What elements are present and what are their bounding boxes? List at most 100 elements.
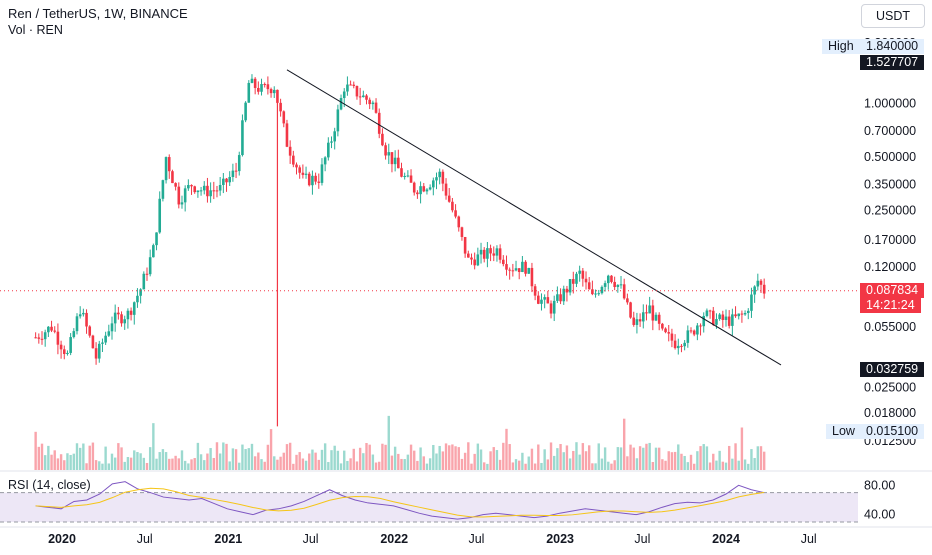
volume-bar — [651, 461, 655, 470]
candle-body — [568, 279, 572, 293]
volume-bar — [384, 444, 387, 470]
candle-body — [174, 183, 177, 187]
time-tick-label: 2022 — [380, 532, 408, 546]
volume-bar — [273, 456, 276, 470]
candle-body — [85, 312, 88, 327]
volume-bar — [295, 454, 298, 470]
volume-bar — [101, 463, 104, 470]
volume-bar — [148, 447, 152, 470]
candle-body — [638, 319, 642, 322]
currency-button[interactable]: USDT — [861, 4, 925, 28]
volume-bar — [505, 428, 508, 470]
volume-bar — [177, 458, 181, 470]
candle-body — [654, 314, 658, 321]
volume-bar — [193, 458, 196, 470]
candle-body — [206, 185, 209, 197]
volume-bar — [56, 458, 60, 470]
price-tick-label: 0.170000 — [864, 233, 916, 247]
time-tick-label: 2023 — [546, 532, 574, 546]
candle-body — [613, 281, 616, 288]
rsi-legend: RSI (14, close) — [8, 478, 91, 492]
candle-body — [62, 349, 66, 355]
volume-bar — [626, 456, 629, 470]
volume-bar — [263, 461, 266, 470]
candle-body — [705, 310, 709, 316]
candle-body — [444, 183, 448, 196]
volume-bar — [473, 453, 476, 470]
volume-bar — [734, 443, 737, 470]
volume-bar — [136, 452, 139, 470]
candle-body — [406, 175, 410, 177]
volume-bar — [250, 443, 254, 470]
candle-body — [457, 216, 461, 228]
volume-bar — [339, 463, 343, 470]
price-tick-label: 0.055000 — [864, 320, 916, 334]
volume-bar — [747, 463, 750, 470]
volume-bar — [362, 453, 365, 470]
candle-body — [327, 142, 330, 158]
volume-bar — [578, 454, 581, 470]
volume-bar — [123, 461, 126, 470]
volume-bar — [702, 444, 705, 470]
candle-body — [123, 319, 127, 324]
volume-bar — [171, 458, 174, 470]
volume-bar — [238, 462, 241, 470]
candle-body — [377, 112, 381, 134]
countdown-tag: 14:21:24 — [860, 298, 921, 313]
volume-bar — [269, 429, 273, 470]
volume-bar — [553, 455, 556, 470]
candle-body — [447, 195, 451, 202]
volume-bar — [441, 451, 445, 470]
candle-body — [584, 278, 588, 283]
volume-legend: Vol · REN — [8, 23, 63, 37]
candle-body — [250, 78, 254, 83]
volume-bar — [40, 443, 44, 470]
volume-bar — [559, 444, 562, 470]
volume-bar — [218, 453, 222, 470]
candle-body — [304, 173, 308, 175]
volume-bar — [629, 444, 632, 470]
volume-bar — [276, 459, 279, 470]
volume-bar — [133, 450, 136, 470]
candle-body — [136, 295, 139, 303]
volume-bar — [432, 444, 435, 470]
volume-bar — [63, 460, 66, 470]
volume-bar — [533, 463, 537, 470]
volume-bar — [549, 442, 553, 470]
candle-body — [759, 280, 763, 285]
candle-body — [269, 89, 273, 94]
candle-body — [460, 227, 464, 237]
time-tick-label: Jul — [801, 532, 817, 546]
price-tick-label: 0.018000 — [864, 406, 916, 420]
volume-bar — [34, 431, 37, 470]
candle-body — [514, 268, 518, 271]
volume-bar — [530, 448, 534, 470]
candle-body — [215, 190, 219, 192]
time-tick-label: 2020 — [48, 532, 76, 546]
candle-body — [479, 249, 483, 255]
candle-body — [635, 319, 639, 325]
volume-bar — [241, 444, 244, 470]
candle-body — [467, 253, 470, 258]
candle-body — [641, 312, 645, 322]
candle-body — [696, 325, 699, 335]
volume-bar — [514, 459, 518, 470]
volume-bar — [180, 450, 184, 470]
volume-bar — [282, 452, 285, 470]
candle-body — [196, 190, 200, 193]
candle-body — [632, 317, 636, 325]
volume-bar — [712, 453, 715, 470]
volume-bar — [743, 459, 747, 470]
candle-body — [384, 145, 387, 156]
volume-bar — [642, 447, 645, 470]
candle-body — [152, 245, 155, 258]
volume-bar — [511, 462, 515, 470]
candle-body — [575, 273, 578, 284]
candle-body — [397, 157, 400, 169]
candle-body — [164, 157, 168, 181]
marker-price-tag: 0.032759 — [860, 362, 925, 377]
volume-bar — [616, 447, 620, 470]
candle-body — [212, 190, 216, 192]
